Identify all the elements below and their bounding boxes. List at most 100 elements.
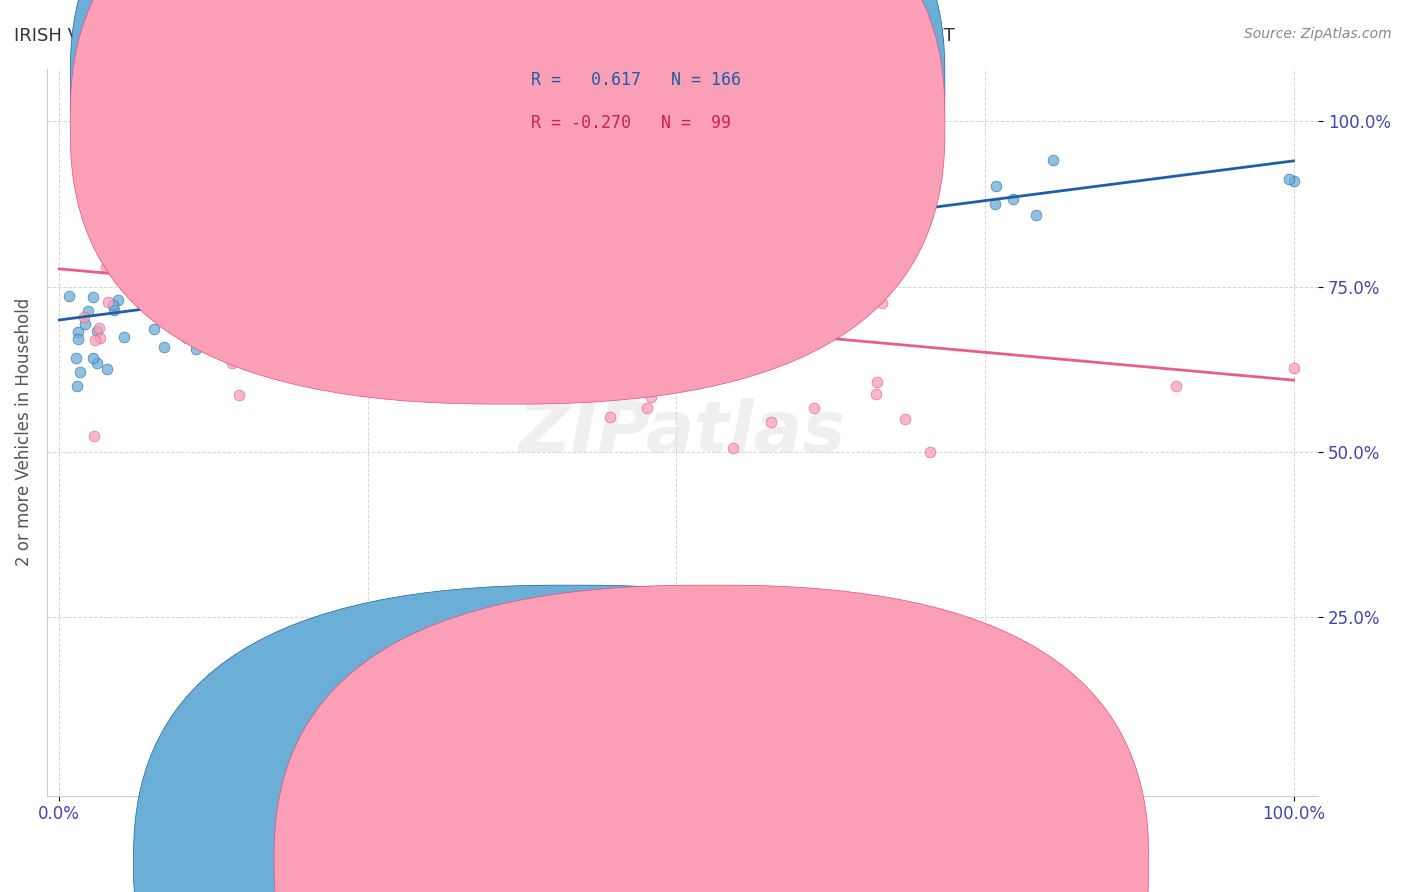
Point bbox=[378, 293, 401, 307]
Point bbox=[83, 429, 105, 443]
Point bbox=[179, 245, 201, 260]
Point bbox=[683, 279, 706, 293]
Point bbox=[263, 358, 285, 372]
Point bbox=[645, 243, 668, 257]
Point bbox=[368, 281, 391, 295]
Point bbox=[1025, 209, 1047, 223]
Point bbox=[67, 332, 90, 346]
Point bbox=[735, 200, 758, 214]
Point bbox=[583, 161, 606, 175]
Point bbox=[87, 321, 110, 335]
Point bbox=[356, 248, 378, 262]
Point bbox=[75, 317, 97, 331]
Point bbox=[332, 259, 354, 273]
Point bbox=[599, 409, 621, 424]
Point bbox=[228, 387, 250, 401]
Point bbox=[519, 227, 541, 242]
Point bbox=[221, 356, 243, 370]
Point bbox=[865, 387, 887, 401]
Point bbox=[392, 257, 415, 271]
Point bbox=[104, 263, 127, 277]
Point bbox=[267, 258, 290, 272]
Point bbox=[425, 289, 447, 303]
Point bbox=[66, 379, 89, 393]
Point bbox=[183, 245, 205, 260]
Point bbox=[422, 308, 444, 322]
Text: Immigrants from Eastern Asia: Immigrants from Eastern Asia bbox=[734, 854, 981, 871]
Point bbox=[236, 242, 259, 256]
Point bbox=[174, 268, 197, 283]
Point bbox=[77, 304, 100, 318]
Point bbox=[200, 288, 222, 302]
Point bbox=[439, 275, 461, 289]
Point bbox=[984, 178, 1007, 193]
Point bbox=[82, 351, 104, 366]
Point bbox=[704, 218, 727, 232]
Point bbox=[801, 301, 824, 316]
Point bbox=[1001, 192, 1024, 206]
Point bbox=[636, 401, 658, 415]
Point bbox=[305, 217, 328, 231]
Point bbox=[259, 318, 281, 333]
Point bbox=[305, 275, 328, 289]
Point bbox=[284, 219, 307, 233]
Point bbox=[172, 277, 194, 292]
Point bbox=[458, 287, 481, 301]
Point bbox=[596, 238, 619, 252]
Point bbox=[209, 239, 232, 253]
Point bbox=[645, 317, 668, 331]
Point bbox=[470, 264, 492, 278]
Point bbox=[395, 270, 418, 285]
Point bbox=[73, 310, 96, 325]
Point bbox=[498, 218, 520, 232]
Point bbox=[381, 216, 404, 230]
Point bbox=[235, 150, 257, 164]
Point bbox=[86, 324, 108, 338]
Point bbox=[142, 322, 165, 336]
Point bbox=[153, 340, 176, 354]
Point bbox=[870, 296, 893, 310]
Point bbox=[188, 317, 211, 331]
Point bbox=[456, 301, 478, 315]
Point bbox=[447, 324, 470, 338]
Point bbox=[292, 244, 315, 258]
Point bbox=[108, 268, 131, 283]
Point bbox=[543, 375, 565, 389]
Point bbox=[165, 284, 187, 298]
Point bbox=[166, 296, 188, 310]
Point bbox=[524, 256, 547, 270]
Text: R =   0.617   N = 166: R = 0.617 N = 166 bbox=[531, 71, 741, 89]
Point bbox=[662, 285, 685, 300]
Point bbox=[485, 329, 508, 343]
Point bbox=[441, 308, 464, 322]
Point bbox=[257, 257, 280, 271]
Point bbox=[245, 299, 267, 313]
Point bbox=[125, 285, 148, 299]
Point bbox=[96, 260, 118, 274]
Point bbox=[304, 278, 326, 293]
Point bbox=[664, 242, 686, 256]
Point bbox=[432, 299, 454, 313]
Point bbox=[478, 200, 501, 214]
Point bbox=[148, 211, 170, 225]
Point bbox=[201, 302, 224, 317]
Point bbox=[353, 286, 375, 301]
Point bbox=[582, 245, 605, 260]
Text: R = -0.270   N =  99: R = -0.270 N = 99 bbox=[531, 114, 731, 132]
Point bbox=[984, 196, 1007, 211]
Point bbox=[402, 360, 425, 375]
Point bbox=[638, 308, 661, 322]
Point bbox=[773, 329, 796, 343]
Point bbox=[510, 282, 533, 296]
Point bbox=[598, 256, 620, 270]
Point bbox=[285, 246, 308, 260]
Point bbox=[872, 147, 894, 161]
Point bbox=[124, 241, 146, 255]
Point bbox=[457, 355, 479, 369]
Point bbox=[630, 209, 652, 223]
Point bbox=[274, 248, 297, 262]
Point bbox=[225, 224, 247, 238]
Point bbox=[699, 220, 721, 235]
Point bbox=[218, 242, 240, 256]
Point bbox=[89, 331, 111, 345]
